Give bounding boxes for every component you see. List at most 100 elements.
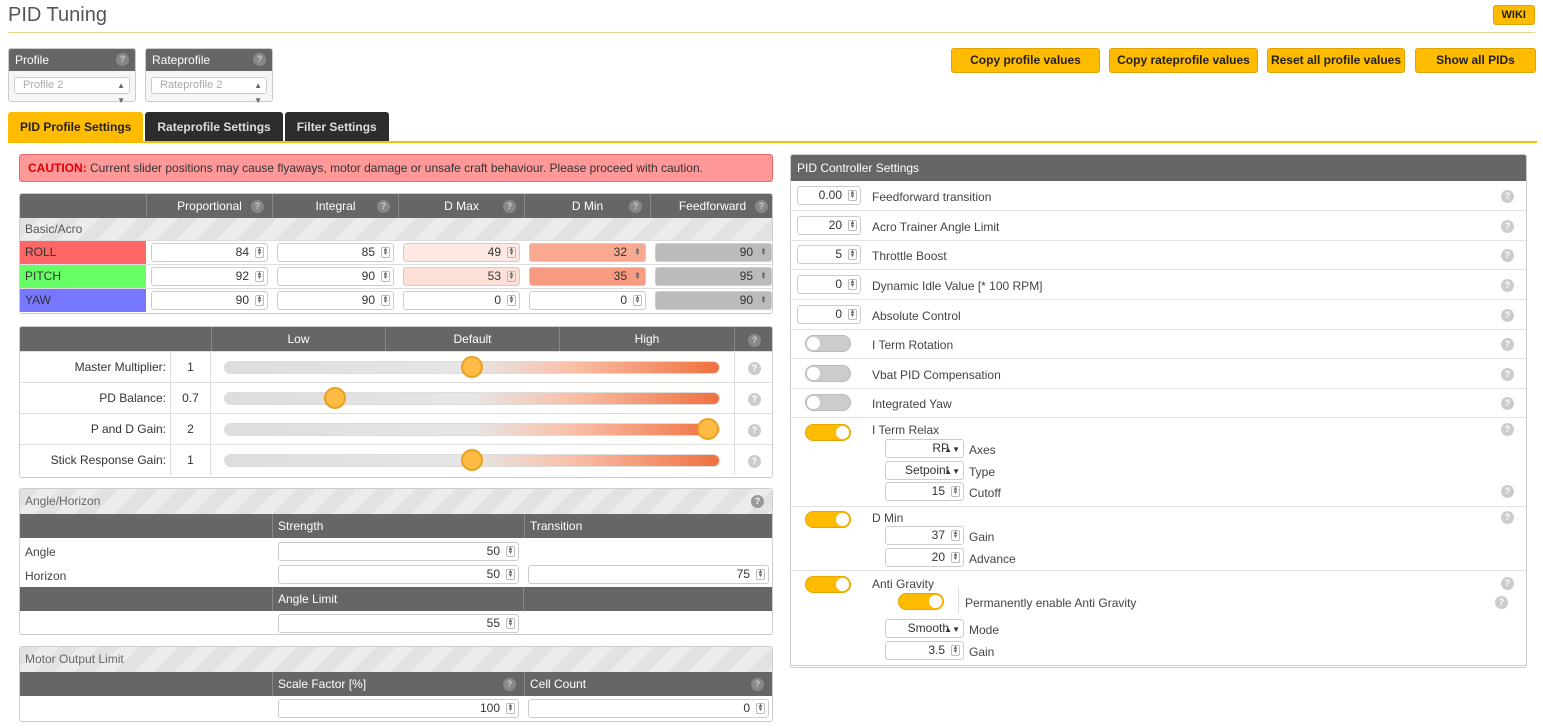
help-icon[interactable]: ? [629,200,642,213]
dynamic-idle-input[interactable]: 0 ▲ ▼ [797,275,861,295]
spinner-icon[interactable]: ▲ ▼ [507,271,516,282]
profile-select[interactable]: Profile 2 ▲ ▼ [14,77,130,105]
help-icon[interactable]: ? [751,495,764,508]
help-icon[interactable]: ? [377,200,390,213]
help-icon[interactable]: ? [748,393,761,406]
spinner-icon[interactable]: ▲ ▼ [633,247,642,258]
pid-value-input[interactable]: 35 ▲ ▼ [529,267,646,286]
scale-factor-input[interactable]: 100 ▲ ▼ [278,699,519,718]
help-icon[interactable]: ? [1501,338,1514,351]
help-icon[interactable]: ? [253,53,266,66]
spinner-icon[interactable]: ▲ ▼ [381,247,390,258]
spinner-icon[interactable]: ▲ ▼ [506,703,515,714]
anti-gravity-mode-select[interactable]: Smooth ▲▼ [885,619,964,638]
absolute-control-input[interactable]: 0 ▲ ▼ [797,304,861,324]
slider-handle[interactable] [697,418,719,440]
help-icon[interactable]: ? [751,678,764,691]
spinner-icon[interactable]: ▲ ▼ [951,552,960,563]
pid-value-input[interactable]: 32 ▲ ▼ [529,243,646,262]
spinner-icon[interactable]: ▲ ▼ [255,271,264,282]
spinner-icon[interactable]: ▲ ▼ [756,703,765,714]
slider-track[interactable] [224,387,720,409]
help-icon[interactable]: ? [1501,249,1514,263]
pid-value-input[interactable]: 0 ▲ ▼ [403,291,520,310]
pid-value-input[interactable]: 90 ▲ ▼ [277,291,394,310]
slider-handle[interactable] [461,449,483,471]
integrated-yaw-toggle[interactable] [805,394,851,411]
tab-pid-profile[interactable]: PID Profile Settings [8,112,144,142]
slider-track[interactable] [224,449,720,471]
spinner-icon[interactable]: ▲ ▼ [848,308,857,320]
throttle-boost-input[interactable]: 5 ▲ ▼ [797,245,861,265]
pid-value-input[interactable]: 90 ▲ ▼ [655,243,772,262]
spinner-icon[interactable]: ▲ ▼ [759,247,768,258]
spinner-icon[interactable]: ▲ ▼ [633,295,642,306]
pid-value-input[interactable]: 90 ▲ ▼ [655,291,772,310]
pid-value-input[interactable]: 0 ▲ ▼ [529,291,646,310]
anti-gravity-gain-input[interactable]: 3.5 ▲ ▼ [885,641,964,660]
spinner-icon[interactable]: ▲ ▼ [951,645,960,656]
help-icon[interactable]: ? [748,455,761,468]
help-icon[interactable]: ? [1501,577,1514,590]
spinner-icon[interactable]: ▲ ▼ [848,279,857,291]
pid-value-input[interactable]: 92 ▲ ▼ [151,267,268,286]
pid-value-input[interactable]: 90 ▲ ▼ [151,291,268,310]
spinner-icon[interactable]: ▲ ▼ [255,295,264,306]
help-icon[interactable]: ? [748,334,761,347]
dmin-toggle[interactable] [805,511,851,528]
help-icon[interactable]: ? [1501,423,1514,436]
pid-value-input[interactable]: 53 ▲ ▼ [403,267,520,286]
help-icon[interactable]: ? [503,200,516,213]
wiki-button[interactable]: WIKI [1492,5,1535,25]
spinner-icon[interactable]: ▲ ▼ [848,249,857,261]
iterm-relax-type-select[interactable]: Setpoint ▲▼ [885,461,964,480]
help-icon[interactable]: ? [1501,308,1514,322]
show-all-pids-button[interactable]: Show all PIDs [1415,48,1536,73]
horizon-strength-input[interactable]: 50 ▲ ▼ [278,565,519,584]
spinner-icon[interactable]: ▲ ▼ [951,486,960,497]
feedforward-transition-input[interactable]: 0.00 ▲ ▼ [797,186,861,205]
acro-trainer-input[interactable]: 20 ▲ ▼ [797,215,861,235]
help-icon[interactable]: ? [116,53,129,66]
help-icon[interactable]: ? [748,424,761,437]
spinner-icon[interactable]: ▲ ▼ [506,618,515,629]
copy-rateprofile-button[interactable]: Copy rateprofile values [1109,48,1258,73]
help-icon[interactable]: ? [1501,485,1514,498]
reset-all-button[interactable]: Reset all profile values [1267,48,1405,73]
cell-count-input[interactable]: 0 ▲ ▼ [528,699,769,718]
spinner-icon[interactable]: ▲ ▼ [848,219,857,231]
spinner-icon[interactable]: ▲ ▼ [951,530,960,541]
spinner-icon[interactable]: ▲ ▼ [506,546,515,557]
help-icon[interactable]: ? [1501,279,1514,293]
tab-filter[interactable]: Filter Settings [284,112,389,142]
slider-handle[interactable] [324,387,347,409]
rateprofile-select[interactable]: Rateprofile 2 ▲ ▼ [151,77,267,105]
help-icon[interactable]: ? [755,200,768,213]
spinner-icon[interactable]: ▲ ▼ [507,295,516,306]
spinner-icon[interactable]: ▲ ▼ [506,569,515,580]
spinner-icon[interactable]: ▲ ▼ [381,271,390,282]
dmin-advance-input[interactable]: 20 ▲ ▼ [885,548,964,567]
iterm-relax-cutoff-input[interactable]: 15 ▲ ▼ [885,482,964,501]
tab-rateprofile[interactable]: Rateprofile Settings [145,112,283,142]
help-icon[interactable]: ? [748,362,761,375]
iterm-rotation-toggle[interactable] [805,335,851,352]
pid-value-input[interactable]: 90 ▲ ▼ [277,267,394,286]
slider-track[interactable] [224,418,720,440]
spinner-icon[interactable]: ▲ ▼ [633,271,642,282]
copy-profile-button[interactable]: Copy profile values [951,48,1100,73]
help-icon[interactable]: ? [251,200,264,213]
help-icon[interactable]: ? [1501,397,1514,410]
pid-value-input[interactable]: 49 ▲ ▼ [403,243,520,262]
iterm-relax-toggle[interactable] [805,424,851,441]
horizon-transition-input[interactable]: 75 ▲ ▼ [528,565,769,584]
spinner-icon[interactable]: ▲ ▼ [759,295,768,306]
spinner-icon[interactable]: ▲ ▼ [756,569,765,580]
help-icon[interactable]: ? [1501,219,1514,233]
anti-gravity-toggle[interactable] [805,576,851,593]
spinner-icon[interactable]: ▲ ▼ [507,247,516,258]
help-icon[interactable]: ? [1501,368,1514,381]
pid-value-input[interactable]: 85 ▲ ▼ [277,243,394,262]
dmin-gain-input[interactable]: 37 ▲ ▼ [885,526,964,545]
vbat-comp-toggle[interactable] [805,365,851,382]
